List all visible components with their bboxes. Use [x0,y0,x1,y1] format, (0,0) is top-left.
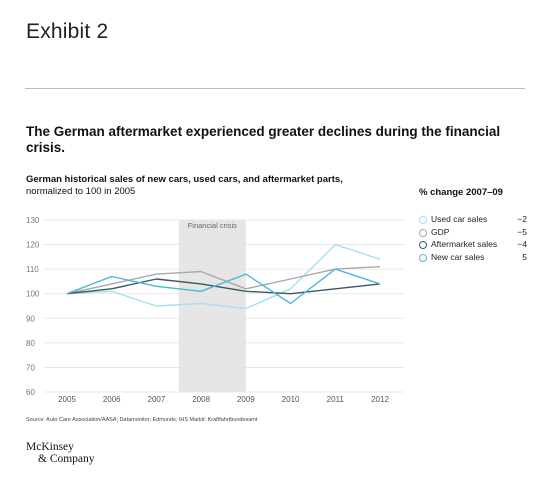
x-tick-label: 2007 [148,395,166,404]
financial-crisis-region [178,220,246,392]
logo-line-1: McKinsey [26,441,74,453]
x-tick-label: 2010 [282,395,300,404]
x-tick-label: 2012 [371,395,389,404]
legend-label: Used car sales [431,214,488,224]
y-tick-label: 60 [26,388,35,397]
legend-item-gdp: GDP −5 [419,227,527,240]
legend-value: 5 [522,251,527,262]
legend-value: −4 [517,239,527,249]
y-tick-label: 100 [26,290,40,299]
mckinsey-logo: McKinsey & Company [26,441,95,465]
x-tick-label: 2006 [103,395,121,404]
financial-crisis-label: Financial crisis [188,221,237,230]
legend-item-new-car-sales: New car sales 5 [419,252,527,265]
legend-value: −2 [517,214,527,224]
series-line-aftermarket-sales [66,278,381,295]
y-tick-label: 110 [26,265,39,274]
chart-subtitle: German historical sales of new cars, use… [26,174,406,197]
legend-value: −5 [517,226,527,237]
x-tick-label: 2011 [327,395,345,404]
legend-label: GDP [431,226,450,237]
y-tick-label: 90 [26,314,35,323]
header-divider [25,88,525,89]
y-tick-label: 70 [26,363,35,372]
subtitle-normal: normalized to 100 in 2005 [26,185,136,197]
y-tick-label: 80 [26,339,35,348]
legend-title: % change 2007–09 [419,187,503,198]
y-tick-label: 130 [26,216,40,225]
exhibit-label: Exhibit 2 [26,20,109,43]
legend-label: Aftermarket sales [431,239,498,249]
x-tick-label: 2008 [192,395,210,404]
y-tick-label: 120 [26,241,40,250]
legend: Used car sales −2 GDP −5 Aftermarket sal… [419,214,527,264]
legend-marker-icon [419,253,427,262]
legend-label: New car sales [431,251,485,262]
series-line-used-car-sales [66,243,381,310]
legend-item-aftermarket-sales: Aftermarket sales −4 [419,239,527,252]
series-line-new-car-sales [66,268,381,305]
subtitle-bold: German historical sales of new cars, use… [26,174,343,185]
x-tick-label: 2009 [237,395,255,404]
legend-marker-icon [419,216,427,224]
legend-marker-icon [419,228,427,237]
x-tick-label: 2005 [58,395,76,404]
source-note: Source: Auto Care Association/AASA; Data… [26,417,258,423]
series-line-gdp [66,266,381,295]
legend-marker-icon [419,241,427,249]
logo-line-2: & Company [38,453,95,465]
chart-title: The German aftermarket experienced great… [26,124,501,155]
legend-item-used-car-sales: Used car sales −2 [419,214,527,227]
